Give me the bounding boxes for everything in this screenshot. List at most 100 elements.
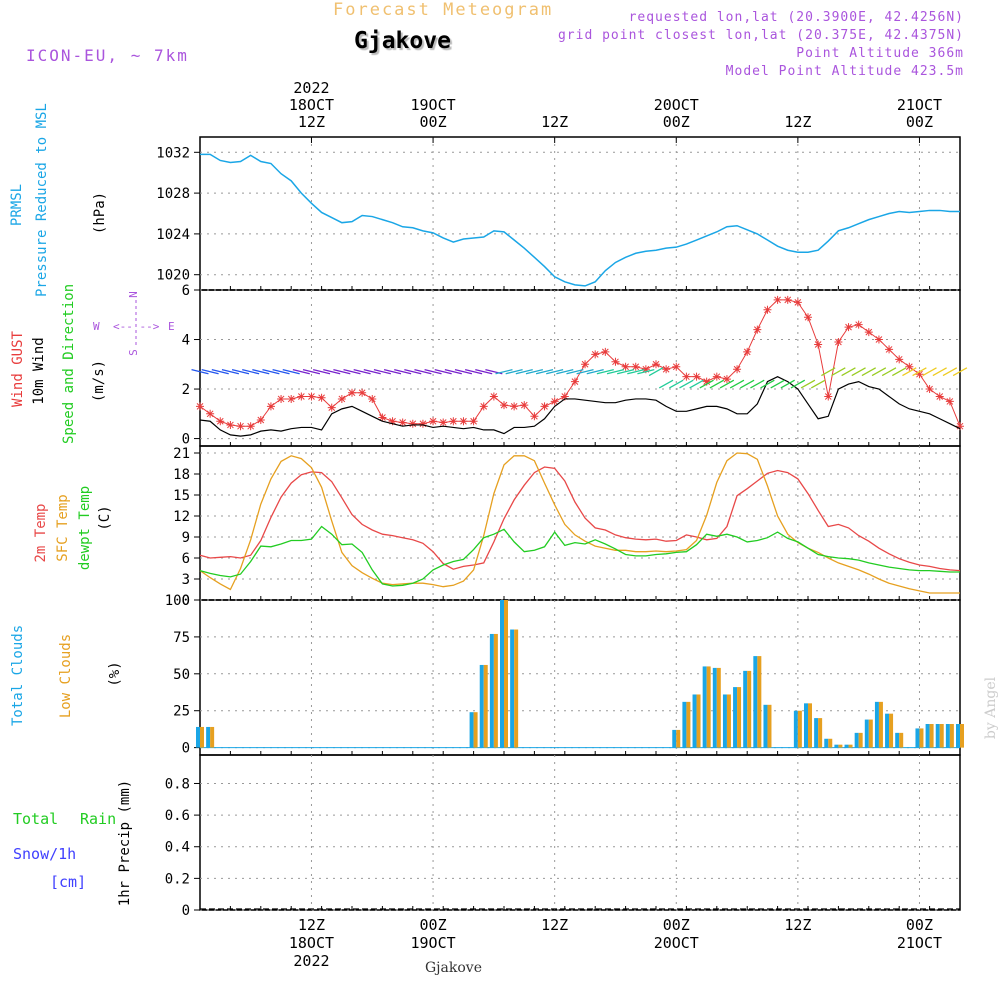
low-clouds-bar	[737, 687, 742, 748]
wind-gust-marker	[489, 392, 498, 401]
low-clouds-bar	[493, 633, 498, 748]
wind-direction-arrow	[272, 369, 290, 375]
label-rain: Rain	[80, 810, 117, 828]
compass-rose-lines	[135, 300, 137, 345]
wind-direction-arrow	[475, 369, 493, 375]
temp-ytick-label: 3	[182, 572, 190, 588]
wind-direction-arrow	[760, 379, 775, 389]
wind-direction-arrow	[363, 369, 381, 375]
total-clouds-bar	[864, 719, 869, 748]
wind-direction-arrow	[221, 369, 240, 375]
bottom-time-label: 12Z	[298, 916, 325, 934]
total-clouds-bar	[814, 718, 819, 748]
wind-gust-marker	[348, 388, 356, 397]
wind-direction-arrow	[851, 367, 866, 377]
wind-direction-arrow	[891, 367, 907, 377]
clouds-ytick-label: 25	[173, 704, 190, 720]
precip-ytick-label: 0.8	[165, 776, 190, 792]
wind-gust-marker	[246, 422, 255, 431]
wind-direction-arrow	[648, 367, 664, 377]
precip-ytick-label: 0	[182, 903, 190, 919]
wind-gust-marker	[510, 402, 519, 411]
clouds-ytick-label: 50	[173, 667, 190, 683]
wind-gust-marker	[398, 418, 407, 427]
wind-gust-marker	[712, 372, 721, 381]
wind-gust-marker	[672, 362, 681, 371]
total-clouds-bar	[206, 726, 211, 748]
low-clouds-bar	[868, 719, 873, 748]
low-clouds-bar	[858, 732, 863, 748]
temp-ytick-label: 12	[173, 509, 190, 525]
wind-direction-arrow	[770, 379, 785, 389]
wind-gust-marker	[641, 365, 650, 374]
precip-panel-frame	[199, 754, 961, 911]
clouds-ytick-label: 100	[165, 593, 190, 609]
wind-direction-arrow	[871, 367, 887, 377]
wind-direction-arrow	[495, 369, 513, 375]
top-time-label: 00Z	[663, 113, 690, 131]
wind-direction-arrow	[841, 367, 856, 377]
wind-direction-arrow	[515, 369, 533, 375]
wind-gust-marker	[611, 357, 620, 366]
wind-gust-marker	[520, 401, 529, 410]
top-time-label: 2022	[293, 79, 329, 97]
wind-direction-arrow	[637, 369, 655, 375]
wind-gust-marker	[915, 370, 924, 379]
wind-gust-marker	[834, 338, 843, 346]
top-time-label: 21OCT	[897, 96, 942, 114]
wind-gust-marker	[317, 393, 326, 402]
wind-gust-marker	[652, 360, 660, 369]
temp-sfc-line	[199, 452, 960, 594]
wind-gust-marker	[378, 413, 387, 422]
wind-direction-arrow	[282, 369, 300, 375]
wind-direction-arrow	[302, 369, 321, 375]
wind-gust-marker	[368, 394, 377, 403]
temp-dewpt-line	[199, 525, 960, 587]
low-clouds-bar	[797, 710, 802, 748]
total-clouds-bar	[489, 633, 494, 748]
wind-gust-marker	[814, 340, 823, 349]
low-clouds-bar	[706, 666, 711, 748]
total-clouds-bar	[925, 724, 930, 748]
wind-gust-marker	[307, 392, 316, 401]
low-clouds-bar	[939, 724, 944, 748]
temp-ytick-label: 21	[173, 446, 190, 462]
total-clouds-bar	[500, 600, 504, 748]
wind-gust-marker	[945, 397, 954, 406]
total-clouds-bar	[895, 732, 900, 748]
wind-direction-arrow	[739, 379, 755, 389]
wind-gust-marker	[793, 298, 802, 307]
temp-ytick-label: 18	[173, 467, 190, 483]
low-clouds-bar	[899, 732, 904, 748]
wind-direction-arrow	[333, 369, 351, 375]
wind-direction-arrow	[231, 369, 250, 375]
clouds-panel-frame	[199, 599, 961, 756]
wind-direction-arrow	[383, 369, 402, 375]
wind-direction-arrow	[780, 379, 795, 389]
wind-gust-marker	[895, 355, 904, 364]
total-clouds-bar	[844, 744, 849, 748]
wind-gust-marker	[864, 328, 873, 337]
precip-ytick-label: 0.4	[165, 840, 190, 856]
wind-direction-arrow	[831, 367, 846, 377]
wind-direction-arrow	[729, 379, 745, 389]
wind-direction-arrow	[323, 369, 341, 375]
wind-direction-arrow	[912, 367, 927, 377]
total-clouds-bar	[763, 704, 768, 748]
top-time-label: 00Z	[906, 113, 933, 131]
wind-panel-frame	[199, 289, 961, 447]
model-label: ICON-EU, ~ 7km	[26, 46, 189, 65]
wind-gust-marker	[935, 392, 944, 401]
total-clouds-bar	[196, 726, 200, 748]
total-clouds-bar	[753, 656, 758, 748]
wind-direction-arrow	[810, 379, 826, 389]
wind-direction-arrow	[658, 379, 674, 389]
temp-panel-frame	[199, 445, 961, 601]
wind-gust-marker	[591, 350, 600, 359]
low-clouds-bar	[889, 713, 894, 748]
wind-gust-marker	[256, 416, 265, 424]
footer-place: Gjakove	[425, 960, 482, 976]
precip-ytick-label: 0.2	[165, 871, 190, 887]
pressure-panel-frame	[199, 136, 961, 291]
top-time-label: 18OCT	[289, 96, 334, 114]
